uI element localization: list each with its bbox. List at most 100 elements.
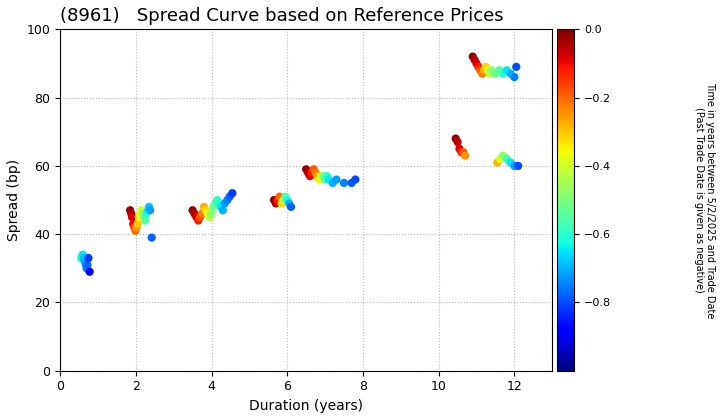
Point	[490, 70, 501, 77]
Point	[140, 217, 151, 224]
Point	[75, 255, 86, 261]
Point	[200, 207, 212, 214]
Point	[125, 210, 137, 217]
Point	[81, 265, 92, 272]
Point	[206, 210, 217, 217]
Point	[138, 214, 150, 220]
Point	[189, 210, 200, 217]
Point	[454, 145, 465, 152]
Point	[213, 200, 225, 207]
Point	[284, 200, 295, 207]
Point	[269, 197, 280, 203]
Point	[310, 169, 321, 176]
Y-axis label: Time in years between 5/2/2025 and Trade Date
(Past Trade Date is given as negat: Time in years between 5/2/2025 and Trade…	[694, 82, 716, 318]
Point	[222, 197, 233, 203]
Point	[304, 173, 315, 179]
Point	[207, 204, 219, 210]
Point	[314, 176, 325, 183]
Point	[227, 190, 238, 197]
Point	[300, 166, 312, 173]
Point	[77, 251, 89, 258]
Point	[276, 200, 287, 207]
Point	[143, 204, 155, 210]
Point	[142, 207, 153, 214]
Point	[202, 210, 214, 217]
Point	[270, 200, 282, 207]
Point	[79, 258, 91, 265]
Point	[505, 70, 516, 77]
Point	[81, 262, 93, 268]
Point	[308, 166, 320, 173]
Point	[350, 176, 361, 183]
Point	[272, 197, 284, 203]
Point	[306, 169, 318, 176]
Point	[467, 53, 479, 60]
Point	[452, 139, 464, 145]
Point	[472, 63, 484, 70]
Point	[457, 149, 469, 155]
Point	[204, 214, 215, 220]
Y-axis label: Spread (bp): Spread (bp)	[7, 159, 21, 241]
Point	[285, 204, 297, 210]
Point	[210, 200, 221, 207]
Point	[327, 180, 338, 186]
Point	[83, 255, 94, 261]
Point	[80, 262, 91, 268]
Point	[136, 207, 148, 214]
Point	[146, 234, 158, 241]
Point	[493, 67, 505, 74]
Point	[197, 210, 208, 217]
Point	[145, 207, 156, 214]
Point	[133, 214, 145, 220]
Point	[492, 159, 503, 166]
Point	[323, 176, 335, 183]
Point	[505, 159, 516, 166]
Point	[129, 224, 140, 231]
Point	[217, 207, 229, 214]
Point	[482, 67, 494, 74]
Point	[508, 74, 520, 81]
Point	[78, 255, 89, 261]
Point	[321, 173, 333, 179]
Point	[192, 217, 204, 224]
Point	[510, 63, 522, 70]
Point	[318, 173, 329, 179]
Point	[498, 152, 509, 159]
Point	[274, 193, 285, 200]
Point	[279, 193, 291, 200]
Point	[84, 268, 95, 275]
Point	[130, 227, 141, 234]
Point	[132, 220, 143, 227]
Point	[198, 204, 210, 210]
Point	[456, 149, 467, 155]
Point	[320, 176, 331, 183]
Point	[315, 173, 327, 179]
Point	[186, 207, 198, 214]
Point	[478, 67, 490, 74]
Point	[501, 67, 513, 74]
Point	[312, 173, 323, 179]
Point	[346, 180, 357, 186]
Point	[224, 193, 235, 200]
Point	[127, 220, 139, 227]
Point	[484, 70, 495, 77]
Point	[474, 67, 486, 74]
Point	[135, 210, 146, 217]
Point	[302, 169, 314, 176]
Point	[131, 224, 143, 231]
Point	[219, 200, 230, 207]
Point	[459, 152, 471, 159]
Point	[494, 156, 505, 163]
Point	[278, 197, 289, 203]
Point	[498, 70, 509, 77]
Point	[469, 57, 480, 63]
Point	[215, 204, 227, 210]
Point	[480, 63, 492, 70]
Point	[330, 176, 342, 183]
Point	[477, 70, 488, 77]
Point	[501, 156, 513, 163]
Point	[282, 197, 293, 203]
Point	[212, 197, 223, 203]
Point	[140, 210, 152, 217]
Point	[513, 163, 524, 169]
